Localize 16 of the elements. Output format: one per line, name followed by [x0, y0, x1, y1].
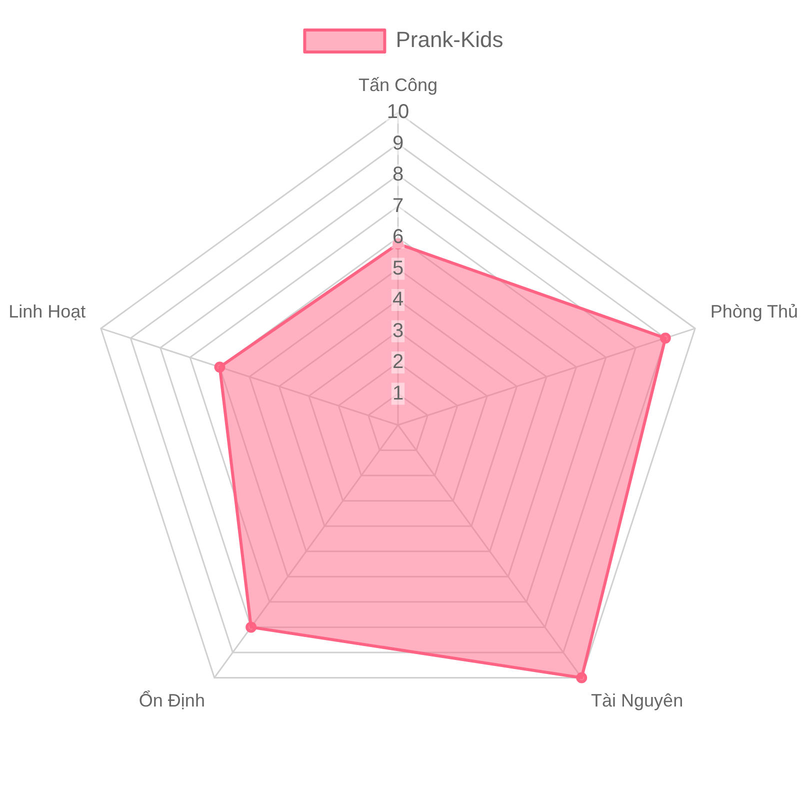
y-tick-label: 1 [392, 382, 404, 404]
y-tick-label: 10 [386, 101, 410, 124]
spoke-label: Ổn Định [138, 689, 205, 710]
legend-label: Prank-Kids [396, 27, 504, 52]
y-tick-label: 4 [392, 288, 404, 311]
spoke-label: Phòng Thủ [710, 302, 798, 322]
y-tick-label: 9 [392, 132, 404, 154]
spoke-label: Linh Hoạt [8, 302, 86, 322]
y-tick-label: 7 [392, 194, 404, 217]
spoke-label: Tài Nguyên [591, 690, 684, 710]
y-tick-label: 5 [392, 257, 404, 280]
y-tick-label: 6 [392, 226, 404, 248]
y-tick-label: 3 [392, 320, 404, 342]
y-tick-label: 2 [392, 351, 404, 374]
spoke-label: Tấn Công [358, 74, 438, 95]
y-tick-label: 8 [392, 164, 404, 186]
